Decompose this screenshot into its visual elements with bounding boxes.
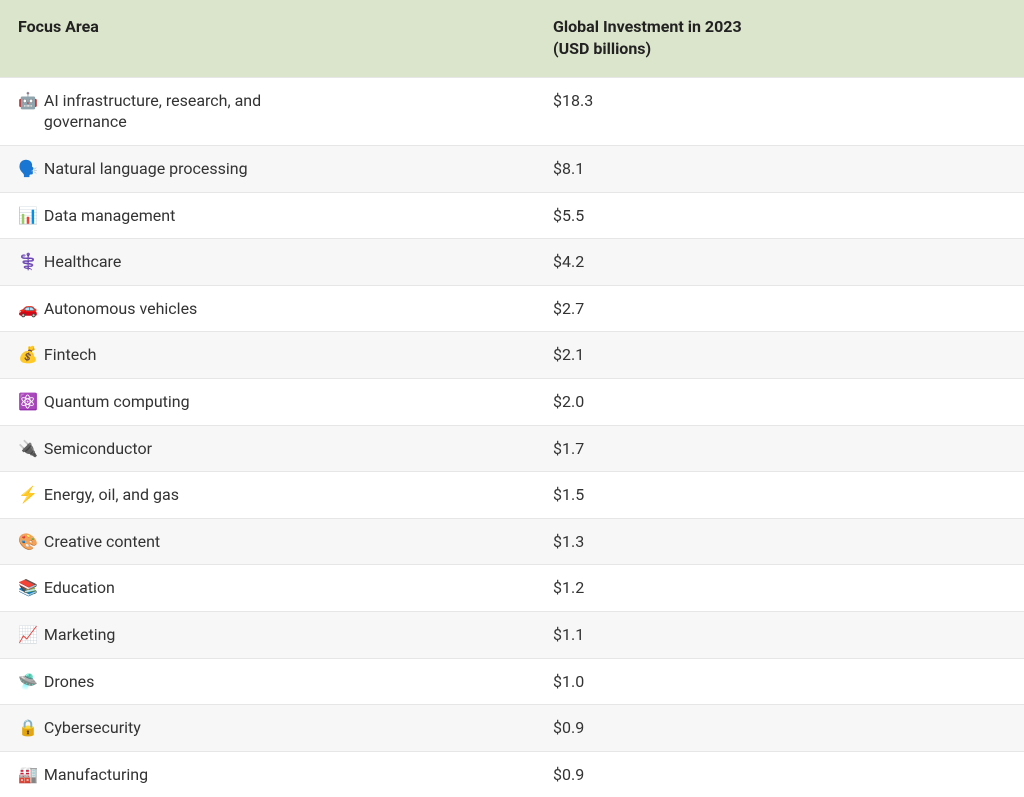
table-header: Focus Area Global Investment in 2023 (US… <box>0 0 1024 77</box>
focus-area-label: Quantum computing <box>44 392 190 411</box>
palette-icon: 🎨 <box>18 531 38 553</box>
table-row: 🛸 Drones $1.0 <box>0 658 1024 705</box>
table-row: 📈 Marketing $1.1 <box>0 611 1024 658</box>
cell-investment-value: $1.7 <box>535 425 1024 472</box>
focus-area-label: Data management <box>44 206 175 225</box>
header-investment-line1: Global Investment in 2023 <box>553 17 742 36</box>
cell-investment-value: $0.9 <box>535 751 1024 797</box>
header-investment: Global Investment in 2023 (USD billions) <box>535 0 1024 77</box>
cell-focus-area: 🗣️ Natural language processing <box>0 145 535 192</box>
cell-focus-area: 🤖 AI infrastructure, research, and govern… <box>0 77 535 145</box>
cell-investment-value: $18.3 <box>535 77 1024 145</box>
cell-focus-area: 🔒 Cybersecurity <box>0 705 535 752</box>
car-icon: 🚗 <box>18 298 38 320</box>
lightning-icon: ⚡ <box>18 484 38 506</box>
cell-focus-area: 💰 Fintech <box>0 332 535 379</box>
cell-investment-value: $1.2 <box>535 565 1024 612</box>
table-row: 🤖 AI infrastructure, research, and govern… <box>0 77 1024 145</box>
cell-focus-area: 🛸 Drones <box>0 658 535 705</box>
cell-focus-area: 📊 Data management <box>0 192 535 239</box>
table-row: ⚕️ Healthcare $4.2 <box>0 239 1024 286</box>
cell-investment-value: $5.5 <box>535 192 1024 239</box>
atom-icon: ⚛️ <box>18 391 38 413</box>
investment-table: Focus Area Global Investment in 2023 (US… <box>0 0 1024 797</box>
plug-icon: 🔌 <box>18 438 38 460</box>
header-focus-area: Focus Area <box>0 0 535 77</box>
cell-investment-value: $1.3 <box>535 518 1024 565</box>
focus-area-label: Energy, oil, and gas <box>44 485 179 504</box>
table-row: 📊 Data management $5.5 <box>0 192 1024 239</box>
money-bag-icon: 💰 <box>18 344 38 366</box>
cell-focus-area: 🎨 Creative content <box>0 518 535 565</box>
table-row: ⚛️ Quantum computing $2.0 <box>0 378 1024 425</box>
focus-area-label: Fintech <box>44 345 96 364</box>
cell-focus-area: 📚 Education <box>0 565 535 612</box>
table-row: 🔌 Semiconductor $1.7 <box>0 425 1024 472</box>
cell-focus-area: 📈 Marketing <box>0 611 535 658</box>
cell-investment-value: $2.1 <box>535 332 1024 379</box>
cell-investment-value: $8.1 <box>535 145 1024 192</box>
cell-focus-area: ⚡ Energy, oil, and gas <box>0 472 535 519</box>
focus-area-label: Healthcare <box>44 252 121 271</box>
focus-area-label: Natural language processing <box>44 158 248 180</box>
cell-investment-value: $4.2 <box>535 239 1024 286</box>
bar-chart-icon: 📊 <box>18 205 38 227</box>
table-row: 🏭 Manufacturing $0.9 <box>0 751 1024 797</box>
header-investment-line2: (USD billions) <box>553 38 1006 60</box>
cell-focus-area: 🔌 Semiconductor <box>0 425 535 472</box>
table-row: ⚡ Energy, oil, and gas $1.5 <box>0 472 1024 519</box>
focus-area-label: Drones <box>44 672 94 691</box>
medical-icon: ⚕️ <box>18 251 38 273</box>
table-row: 🎨 Creative content $1.3 <box>0 518 1024 565</box>
ufo-icon: 🛸 <box>18 671 38 693</box>
focus-area-label: Creative content <box>44 532 160 551</box>
table-row: 🗣️ Natural language processing $8.1 <box>0 145 1024 192</box>
focus-area-label: Cybersecurity <box>44 718 141 737</box>
books-icon: 📚 <box>18 577 38 599</box>
speaking-icon: 🗣️ <box>18 158 38 180</box>
cell-investment-value: $1.1 <box>535 611 1024 658</box>
table-row: 📚 Education $1.2 <box>0 565 1024 612</box>
focus-area-label: Marketing <box>44 625 115 644</box>
lock-icon: 🔒 <box>18 717 38 739</box>
cell-investment-value: $1.0 <box>535 658 1024 705</box>
table-body: 🤖 AI infrastructure, research, and govern… <box>0 77 1024 797</box>
focus-area-label: Autonomous vehicles <box>44 299 197 318</box>
focus-area-label: AI infrastructure, research, and governa… <box>44 90 304 133</box>
header-focus-label: Focus Area <box>18 17 99 36</box>
table-row: 💰 Fintech $2.1 <box>0 332 1024 379</box>
cell-investment-value: $2.7 <box>535 285 1024 332</box>
cell-focus-area: 🚗 Autonomous vehicles <box>0 285 535 332</box>
cell-focus-area: 🏭 Manufacturing <box>0 751 535 797</box>
focus-area-label: Manufacturing <box>44 765 148 784</box>
cell-investment-value: $0.9 <box>535 705 1024 752</box>
robot-icon: 🤖 <box>18 90 38 112</box>
factory-icon: 🏭 <box>18 764 38 786</box>
cell-investment-value: $1.5 <box>535 472 1024 519</box>
cell-focus-area: ⚕️ Healthcare <box>0 239 535 286</box>
cell-investment-value: $2.0 <box>535 378 1024 425</box>
chart-up-icon: 📈 <box>18 624 38 646</box>
focus-area-label: Semiconductor <box>44 439 152 458</box>
cell-focus-area: ⚛️ Quantum computing <box>0 378 535 425</box>
focus-area-label: Education <box>44 578 115 597</box>
table-row: 🚗 Autonomous vehicles $2.7 <box>0 285 1024 332</box>
table-row: 🔒 Cybersecurity $0.9 <box>0 705 1024 752</box>
